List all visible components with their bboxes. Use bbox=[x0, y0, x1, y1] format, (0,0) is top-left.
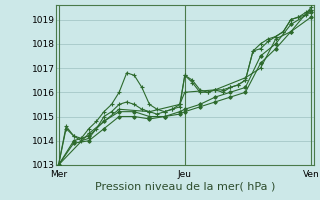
X-axis label: Pression niveau de la mer( hPa ): Pression niveau de la mer( hPa ) bbox=[95, 182, 275, 192]
